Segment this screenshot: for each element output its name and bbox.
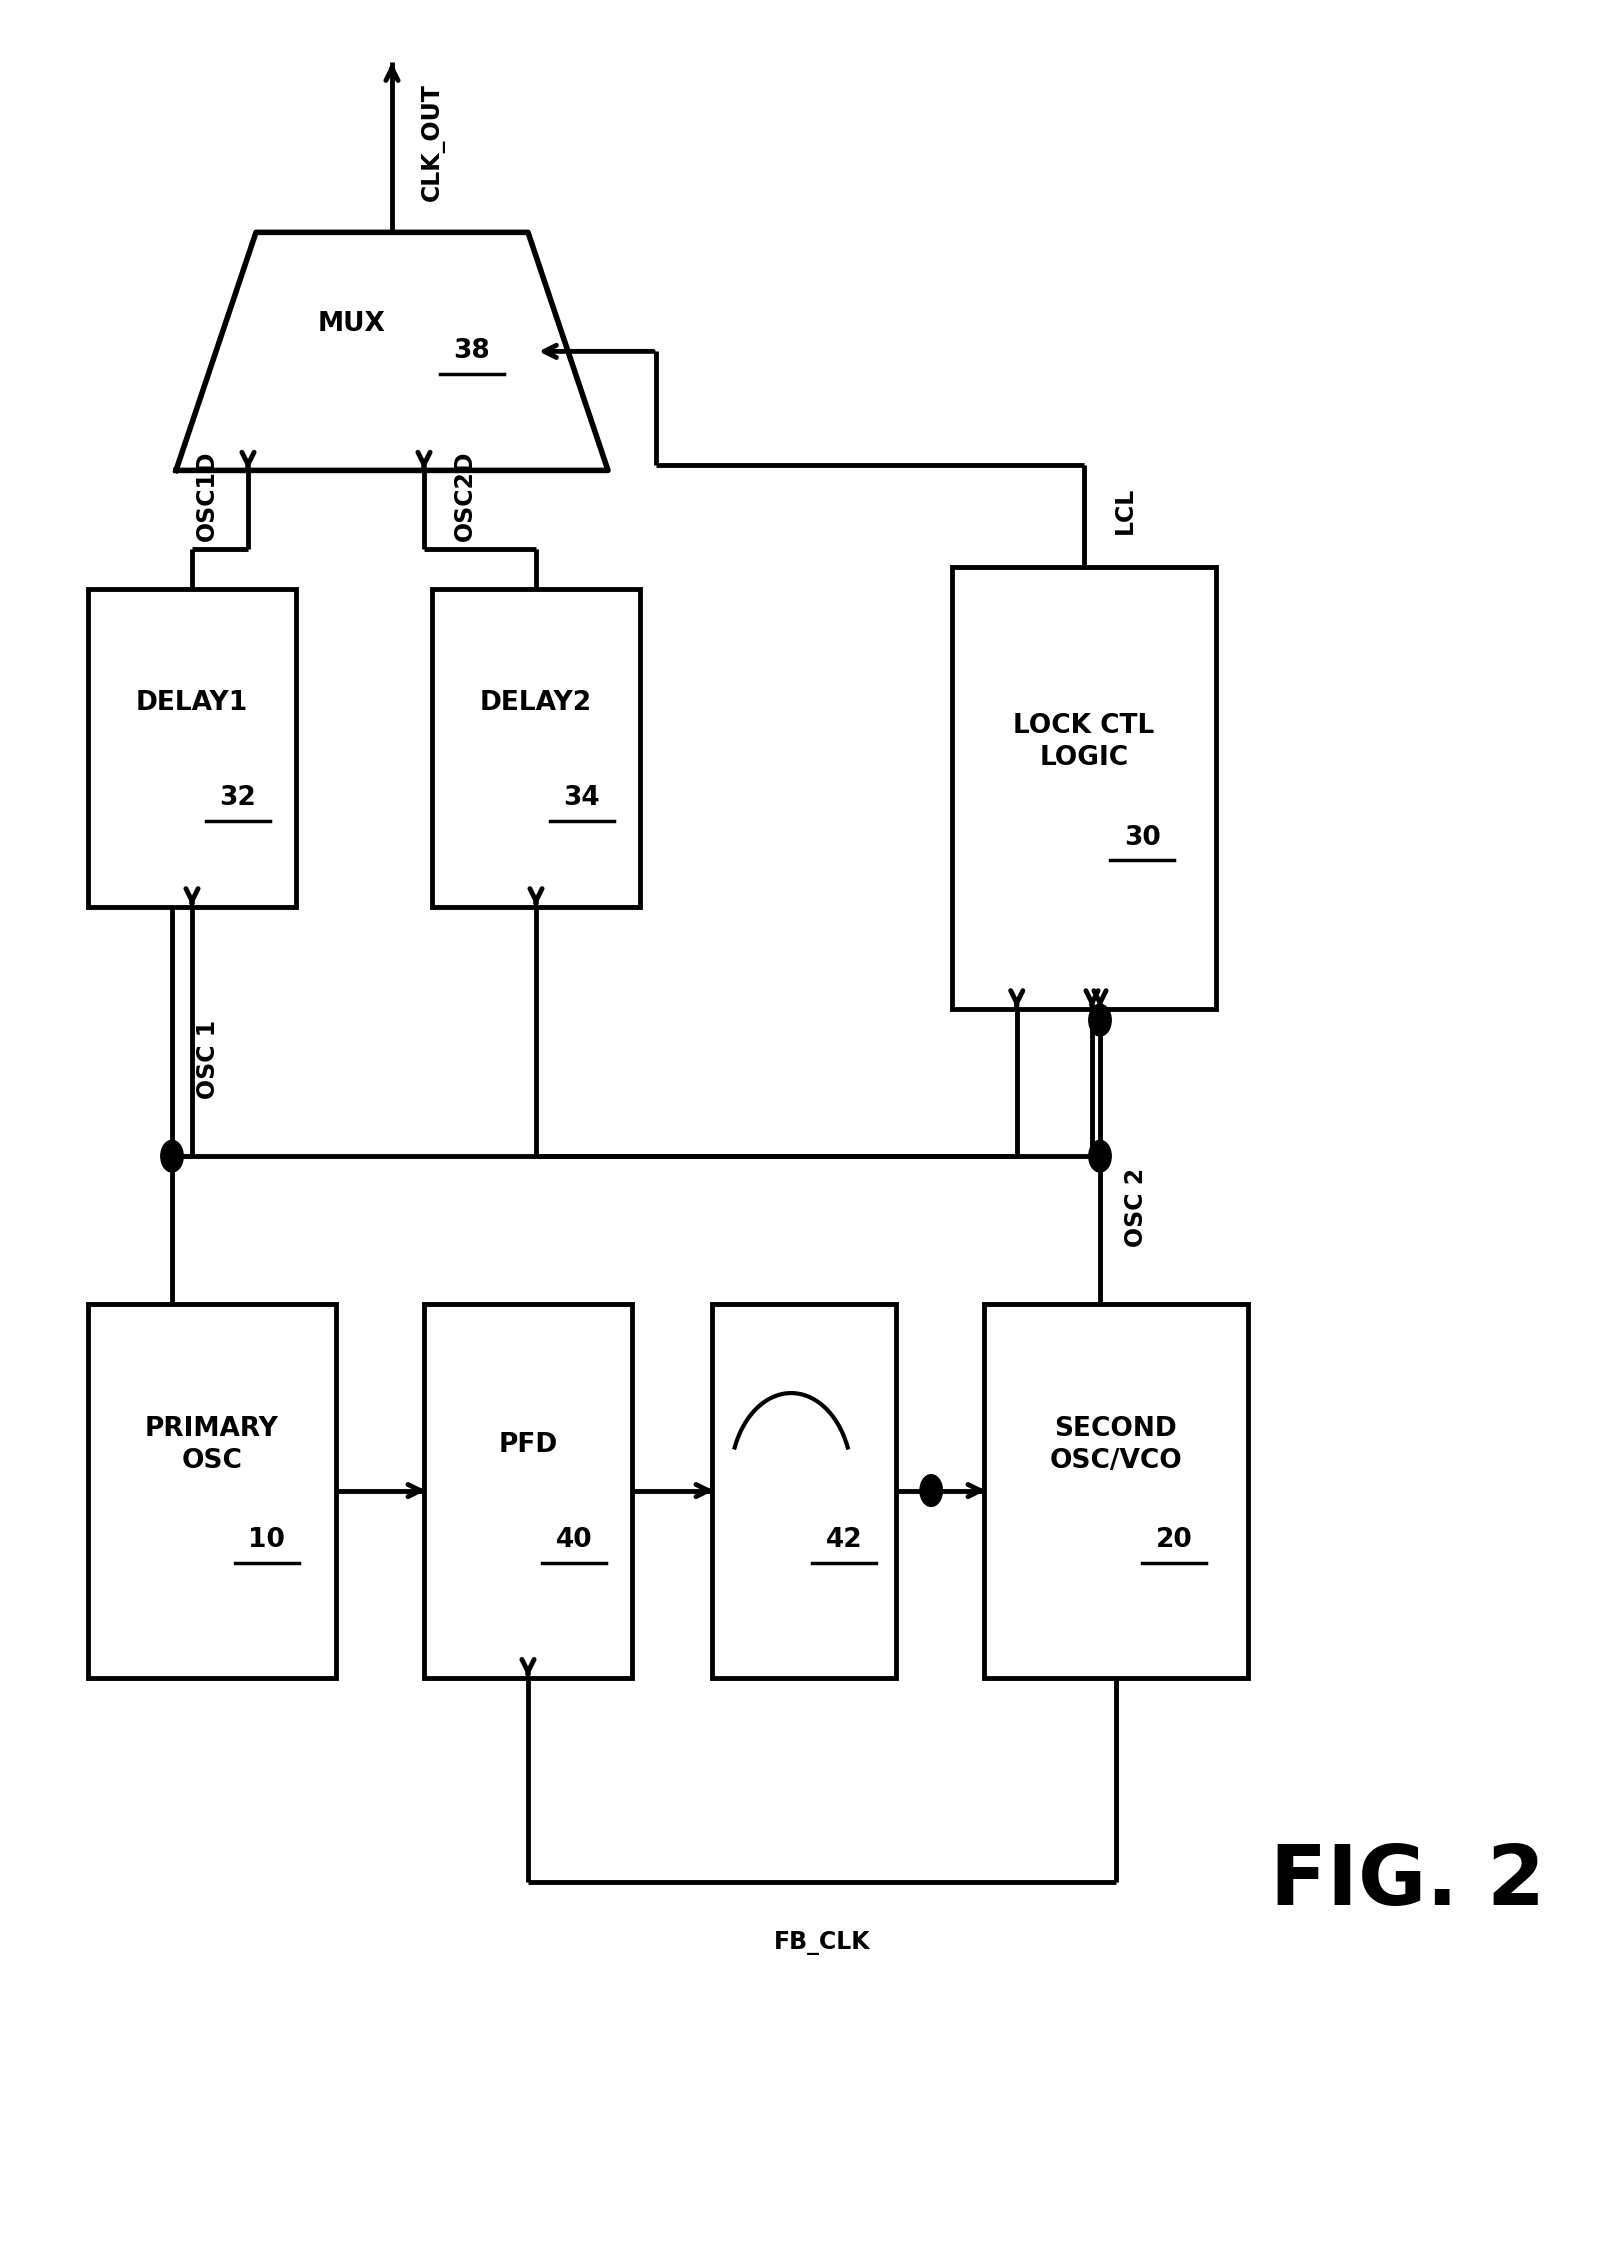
Bar: [424, 1304, 632, 1678]
Circle shape: [1088, 1004, 1110, 1036]
Text: DELAY1: DELAY1: [136, 689, 248, 716]
Text: OSC2D: OSC2D: [453, 451, 477, 542]
Text: 40: 40: [555, 1528, 592, 1553]
Text: 34: 34: [563, 784, 600, 812]
Text: 10: 10: [248, 1528, 285, 1553]
Text: DELAY2: DELAY2: [480, 689, 592, 716]
Circle shape: [162, 1140, 184, 1172]
Text: CLK_OUT: CLK_OUT: [421, 84, 445, 199]
Text: 42: 42: [826, 1528, 862, 1553]
Text: FB_CLK: FB_CLK: [774, 1931, 870, 1956]
Text: PFD: PFD: [498, 1433, 558, 1458]
Text: MUX: MUX: [318, 311, 386, 338]
Text: PRIMARY
OSC: PRIMARY OSC: [146, 1417, 278, 1474]
Bar: [88, 1304, 336, 1678]
Text: LCL: LCL: [1114, 487, 1136, 533]
Text: SECOND
OSC/VCO: SECOND OSC/VCO: [1050, 1417, 1182, 1474]
Text: FIG. 2: FIG. 2: [1270, 1841, 1546, 1922]
Bar: [952, 567, 1216, 1009]
Circle shape: [920, 1474, 942, 1505]
Bar: [88, 589, 296, 907]
Text: OSC 1: OSC 1: [197, 1020, 221, 1099]
Circle shape: [1088, 1140, 1110, 1172]
Text: OSC1D: OSC1D: [195, 451, 219, 542]
Text: LOCK CTL
LOGIC: LOCK CTL LOGIC: [1013, 714, 1155, 771]
Text: OSC 2: OSC 2: [1123, 1168, 1149, 1247]
Text: 30: 30: [1123, 825, 1160, 850]
Bar: [712, 1304, 896, 1678]
Polygon shape: [176, 234, 608, 472]
Text: 38: 38: [454, 338, 490, 365]
Text: 32: 32: [219, 784, 256, 812]
Bar: [984, 1304, 1248, 1678]
Text: 20: 20: [1155, 1528, 1192, 1553]
Bar: [432, 589, 640, 907]
